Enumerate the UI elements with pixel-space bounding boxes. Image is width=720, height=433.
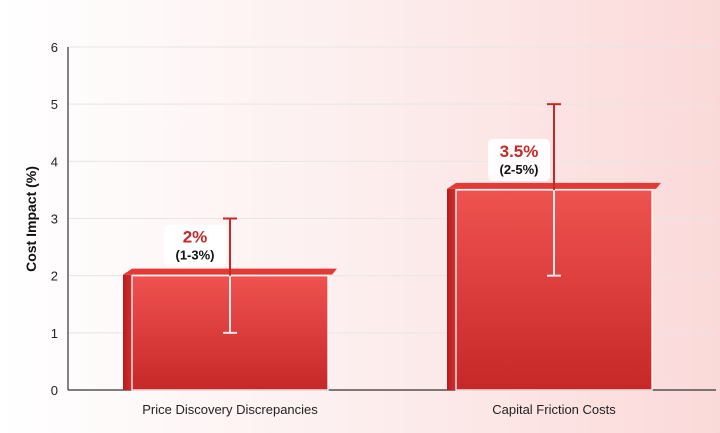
error-bar-2 bbox=[547, 103, 561, 277]
value-label-box bbox=[488, 138, 550, 181]
y-tick-label: 3 bbox=[51, 212, 58, 227]
bar-side-face bbox=[123, 274, 132, 390]
bar-side-face bbox=[447, 188, 456, 390]
bars bbox=[123, 103, 661, 391]
value-label-2: 3.5%(2-5%) bbox=[488, 138, 550, 181]
y-tick-label: 5 bbox=[51, 97, 58, 112]
x-category-label: Price Discovery Discrepancies bbox=[142, 402, 318, 417]
value-label-percent: 3.5% bbox=[500, 142, 539, 161]
y-tick-label: 0 bbox=[51, 383, 58, 398]
y-tick-label: 6 bbox=[51, 40, 58, 55]
value-label-range: (1-3%) bbox=[175, 248, 214, 263]
labels: 0 1 2 3 4 5 6 2%(1-3%) Price Discovery Discrepan… bbox=[51, 40, 616, 417]
error-bar-1 bbox=[223, 217, 237, 334]
value-label-percent: 2% bbox=[183, 228, 208, 247]
y-axis-label: Cost Impact (%) bbox=[23, 166, 39, 272]
y-tick-label: 2 bbox=[51, 269, 58, 284]
x-category-label: Capital Friction Costs bbox=[492, 402, 616, 417]
y-tick-label: 4 bbox=[51, 154, 58, 169]
value-label-range: (2-5%) bbox=[499, 162, 538, 177]
y-tick-label: 1 bbox=[51, 326, 58, 341]
value-label-1: 2%(1-3%) bbox=[164, 224, 226, 267]
value-label-box bbox=[164, 224, 226, 267]
